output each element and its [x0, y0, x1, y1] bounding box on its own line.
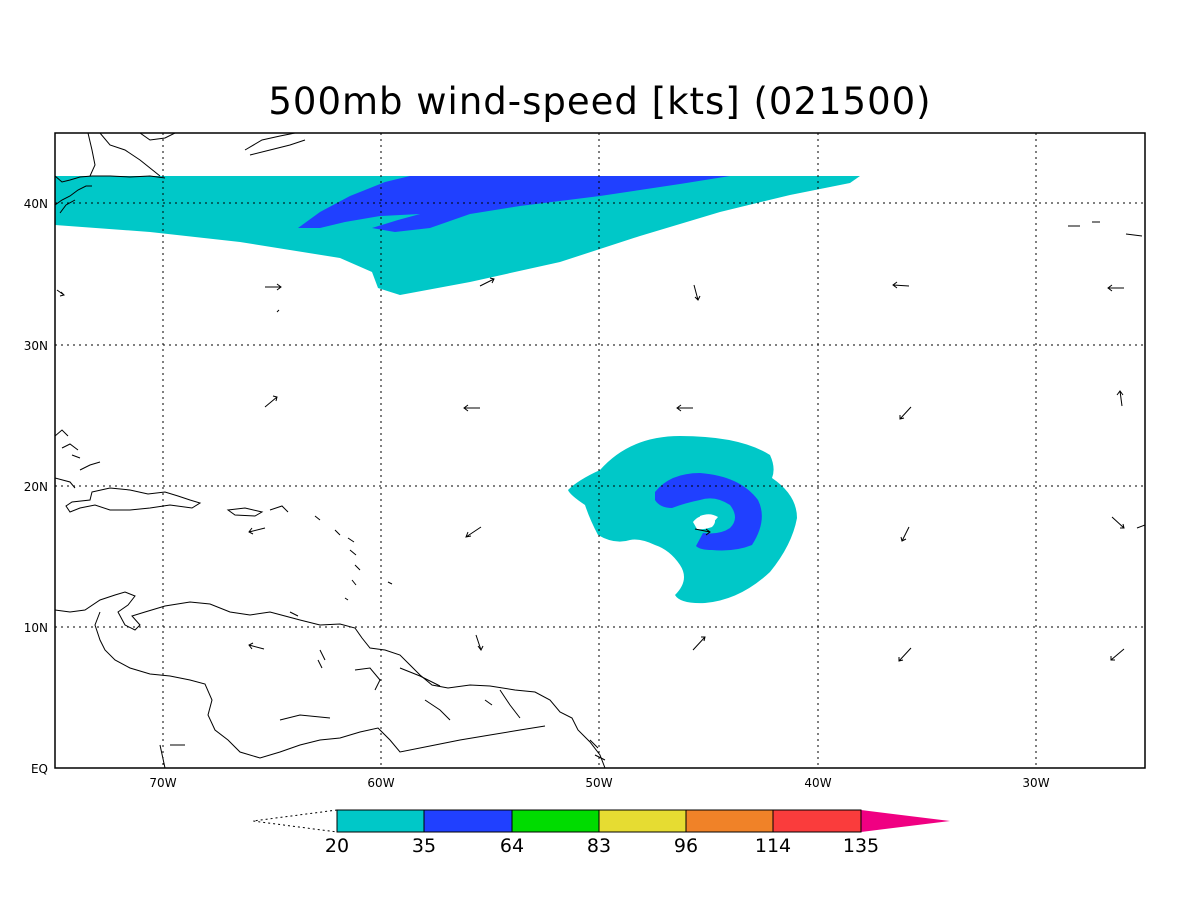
colorbar-label-114: 114: [755, 835, 791, 857]
lat-label-40n: 40N: [24, 197, 48, 211]
grid-lines: [55, 133, 1145, 768]
colorbar-lower-extension: [252, 809, 338, 833]
longitude-labels: 70W 60W 50W 40W 30W: [149, 776, 1049, 790]
lat-label-20n: 20N: [24, 480, 48, 494]
colorbar-label-35: 35: [412, 835, 436, 857]
colorbar-swatch-83-96: [599, 810, 686, 832]
coastlines: [55, 133, 1143, 768]
jet-band-35-64: [298, 176, 730, 232]
cyclone-band-35-64: [655, 473, 762, 551]
colorbar-swatch-96-114: [686, 810, 773, 832]
colorbar: 20 35 64 83 96 114 135: [252, 809, 950, 857]
plot-frame: [54, 132, 1146, 769]
lon-label-70w: 70W: [149, 776, 176, 790]
lon-label-60w: 60W: [367, 776, 394, 790]
map-title: 500mb wind-speed [kts] (021500): [268, 80, 932, 123]
colorbar-label-64: 64: [500, 835, 524, 857]
cyclone-eye: [693, 515, 715, 530]
lat-label-eq: EQ: [31, 762, 48, 776]
colorbar-label-135: 135: [843, 835, 879, 857]
colorbar-swatch-114-135: [773, 810, 861, 832]
wind-shading-layer: [55, 176, 860, 604]
colorbar-label-20: 20: [325, 835, 349, 857]
jet-band-20-35: [55, 176, 860, 295]
colorbar-swatch-20-35: [337, 810, 424, 832]
lon-label-50w: 50W: [585, 776, 612, 790]
cyclone-band-20-35: [568, 436, 797, 604]
colorbar-upper-extension: [861, 810, 950, 832]
wind-vectors: [56, 277, 1146, 662]
colorbar-swatch-64-83: [512, 810, 599, 832]
lon-label-40w: 40W: [804, 776, 831, 790]
lon-label-30w: 30W: [1022, 776, 1049, 790]
colorbar-swatch-35-64: [424, 810, 512, 832]
latitude-labels: 40N 30N 20N 10N EQ: [24, 197, 48, 776]
lat-label-10n: 10N: [24, 621, 48, 635]
colorbar-label-83: 83: [587, 835, 611, 857]
colorbar-label-96: 96: [674, 835, 698, 857]
lat-label-30n: 30N: [24, 339, 48, 353]
